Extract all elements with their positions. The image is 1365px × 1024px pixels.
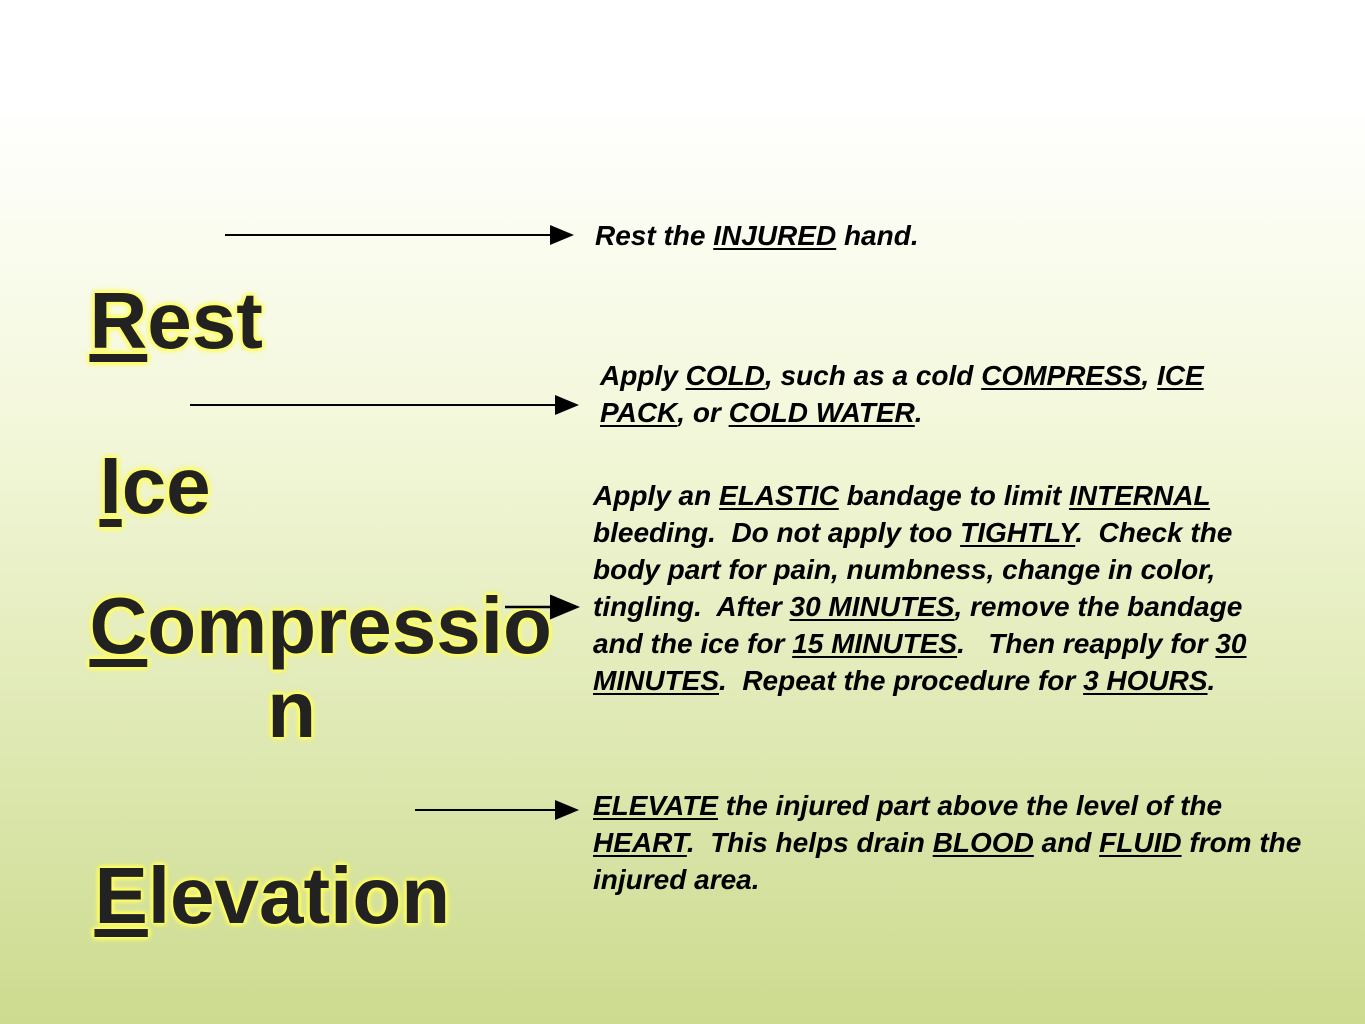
arrow-rest (0, 0, 1365, 1024)
